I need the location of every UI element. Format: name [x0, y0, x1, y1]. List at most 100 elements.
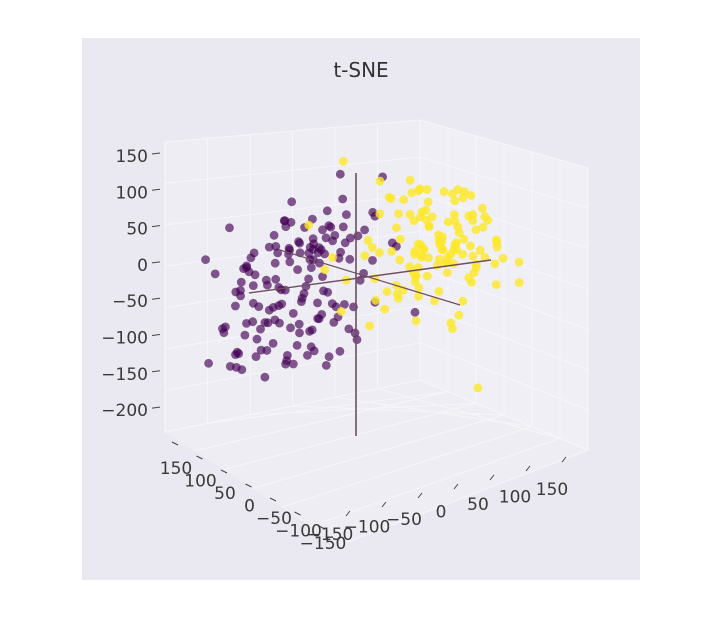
right-axis-tick-mark	[561, 456, 567, 463]
scatter-point	[335, 346, 345, 356]
scatter-point	[454, 310, 464, 320]
grid-line-y	[339, 168, 589, 546]
right-tick-labels: −150−100−50 0 50 100 150	[307, 480, 569, 545]
scatter-point	[413, 239, 423, 249]
scatter-point	[478, 203, 487, 213]
z-tick-mark	[151, 297, 161, 300]
scatter-point	[242, 263, 252, 272]
scatter-point	[424, 222, 434, 232]
scatter-point	[344, 324, 354, 334]
scatter-point	[285, 257, 295, 267]
scatter-point	[232, 347, 242, 357]
scatter-point	[471, 225, 481, 235]
scatter-point	[417, 207, 427, 217]
scatter-point	[269, 230, 279, 240]
grid-line-x	[419, 120, 589, 451]
scatter-point	[321, 233, 331, 243]
scatter-point	[330, 231, 340, 240]
scatter-point	[442, 268, 452, 277]
scatter-point	[450, 196, 460, 206]
scatter-point	[480, 253, 490, 262]
scatter-point	[225, 223, 234, 233]
z-tick-mark	[151, 261, 161, 264]
scatter-point	[450, 240, 460, 249]
scatter-point	[335, 169, 345, 179]
scatter-point	[422, 185, 432, 194]
scatter-point	[384, 192, 394, 202]
scatter-point	[434, 230, 443, 240]
scatter-point	[415, 184, 425, 194]
right-axis-tick-label: 50	[467, 495, 489, 515]
scatter-point	[322, 206, 332, 216]
chart-title: t-SNE	[333, 58, 388, 82]
horizontal-axis-line-a	[248, 259, 492, 294]
left-axis-tick-label: 0	[244, 497, 255, 517]
scatter-point	[240, 330, 250, 340]
z-tick-mark	[151, 152, 161, 155]
scatter-point	[407, 188, 417, 198]
right-axis-tick-label: 0	[436, 503, 447, 523]
scatter-point	[303, 350, 312, 360]
scatter-point	[301, 281, 311, 291]
scatter-point	[304, 220, 314, 230]
scatter-point	[395, 255, 405, 265]
scatter-point	[448, 189, 457, 199]
scatter-point	[264, 242, 274, 252]
left-axis-tick-mark	[171, 441, 179, 446]
right-axis-tick-mark	[453, 483, 459, 490]
z-tick-label: 100	[116, 183, 148, 203]
scatter-point	[399, 195, 409, 205]
scatter-point	[338, 222, 348, 232]
scatter-point	[250, 270, 260, 280]
z-tick-labels: 150 100 50 0 −50 −100 −150 −200	[101, 147, 148, 421]
scatter-point	[368, 256, 377, 265]
scatter-point	[249, 248, 259, 258]
scatter-point	[449, 210, 459, 220]
scatter-point	[328, 253, 337, 262]
scatter-point	[430, 296, 439, 306]
scatter-point	[321, 361, 331, 370]
scatter-point	[251, 352, 261, 361]
scatter-point	[326, 222, 336, 232]
scatter-point	[371, 295, 381, 305]
scatter-point	[353, 231, 363, 241]
scatter-point	[514, 257, 524, 267]
scatter-point	[248, 281, 258, 290]
z-tick-mark	[151, 370, 161, 373]
scatter-point	[405, 175, 415, 185]
scatter-point	[318, 225, 327, 235]
scatter-point	[221, 322, 230, 332]
left-axis-tick-mark	[318, 525, 326, 530]
scatter-point	[295, 238, 304, 248]
scatter-point	[232, 363, 241, 372]
scatter-point	[306, 263, 316, 272]
scatter-point	[434, 287, 444, 296]
scatter-point	[313, 298, 322, 308]
scatter-point	[288, 309, 298, 318]
scatter-point	[254, 302, 264, 311]
scatter-point	[464, 273, 474, 282]
right-axis-tick-mark	[381, 501, 387, 508]
scatter-point	[274, 301, 284, 310]
scatter-point	[295, 328, 304, 338]
right-axis-tick-mark	[489, 474, 495, 481]
scatter-point	[294, 319, 304, 329]
center-axis-lines	[248, 173, 492, 436]
z-tick-label: 0	[137, 256, 148, 276]
z-tick-mark	[151, 406, 161, 409]
scatter-point	[410, 277, 420, 287]
right-axis-tick-label: −100	[344, 518, 391, 538]
scatter-point	[292, 341, 302, 350]
scatter-point	[363, 236, 373, 245]
scatter-point	[380, 304, 390, 314]
scatter-point	[466, 241, 475, 251]
scatter-point	[350, 328, 360, 338]
scatter-point	[394, 209, 403, 219]
scatter-point	[468, 251, 478, 261]
scatter-point	[313, 314, 323, 323]
scatter-point	[271, 242, 281, 251]
scatter-point	[342, 210, 351, 220]
left-axis-tick-mark	[196, 455, 203, 460]
scatter-point	[271, 274, 281, 284]
